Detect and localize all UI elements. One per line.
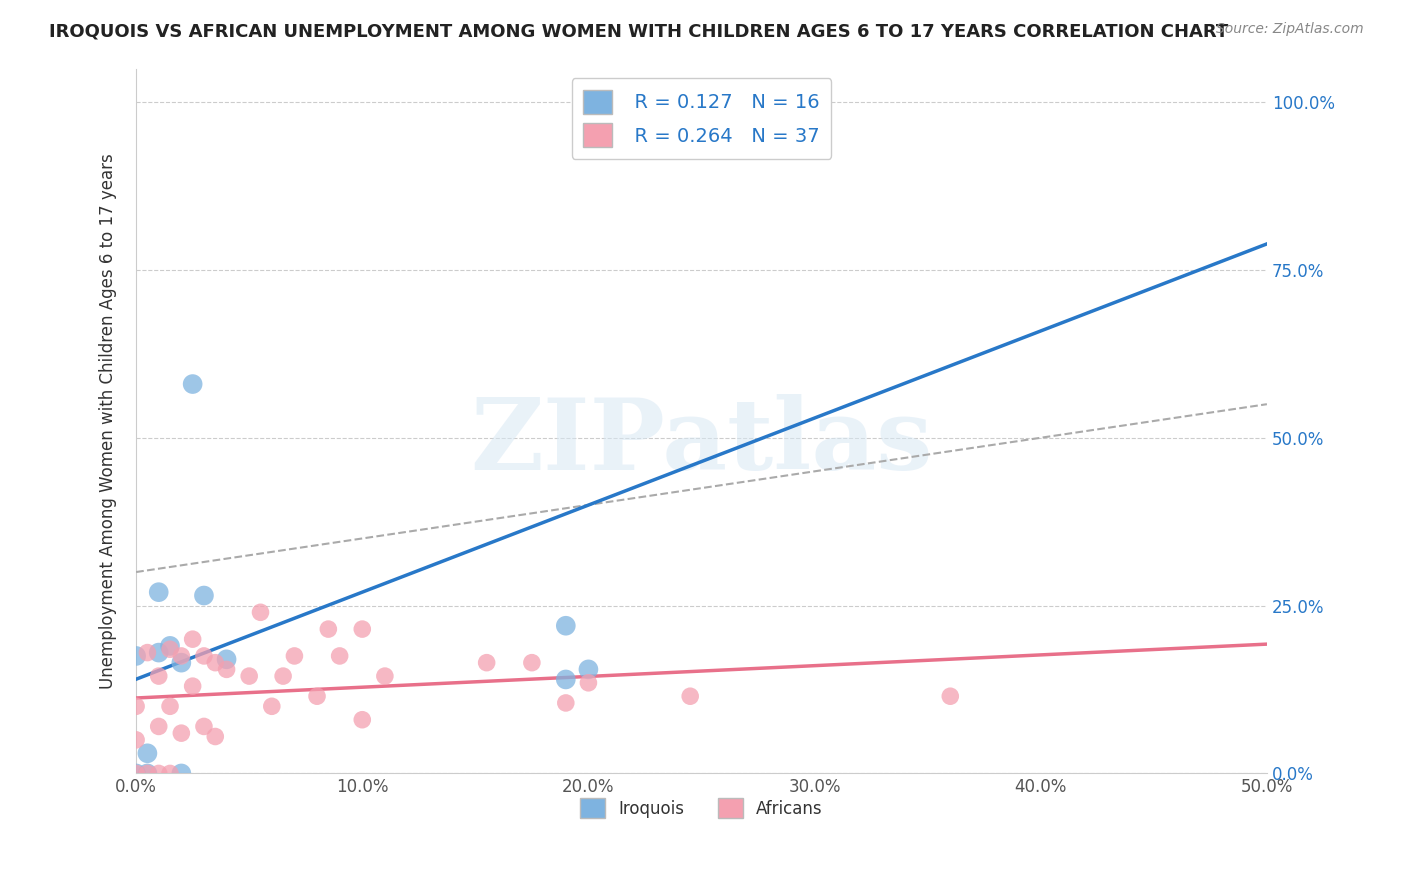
Point <box>374 669 396 683</box>
Point <box>204 730 226 744</box>
Point <box>329 648 352 663</box>
Point <box>520 656 543 670</box>
Point <box>283 648 305 663</box>
Point <box>125 766 148 780</box>
Point <box>125 732 148 747</box>
Point <box>578 675 600 690</box>
Point <box>159 766 181 780</box>
Point <box>193 719 215 733</box>
Text: ZIPatlas: ZIPatlas <box>470 393 932 491</box>
Point <box>170 648 193 663</box>
Point <box>554 696 576 710</box>
Point <box>352 622 374 636</box>
Point <box>352 713 374 727</box>
Legend: Iroquois, Africans: Iroquois, Africans <box>574 791 830 825</box>
Point <box>238 669 260 683</box>
Point <box>181 679 204 693</box>
Point <box>318 622 340 636</box>
Point <box>181 377 204 392</box>
Point <box>305 690 328 704</box>
Point <box>215 652 238 666</box>
Point <box>554 618 576 632</box>
Point <box>612 115 634 129</box>
Point <box>148 646 170 660</box>
Point <box>475 656 498 670</box>
Point <box>554 673 576 687</box>
Point <box>148 719 170 733</box>
Point <box>181 632 204 647</box>
Point <box>148 766 170 780</box>
Point <box>260 699 283 714</box>
Point <box>193 589 215 603</box>
Point <box>125 766 148 780</box>
Point <box>271 669 294 683</box>
Text: IROQUOIS VS AFRICAN UNEMPLOYMENT AMONG WOMEN WITH CHILDREN AGES 6 TO 17 YEARS CO: IROQUOIS VS AFRICAN UNEMPLOYMENT AMONG W… <box>49 22 1229 40</box>
Point <box>136 766 159 780</box>
Y-axis label: Unemployment Among Women with Children Ages 6 to 17 years: Unemployment Among Women with Children A… <box>100 153 117 689</box>
Point <box>148 669 170 683</box>
Point <box>215 662 238 676</box>
Point <box>148 585 170 599</box>
Point <box>125 699 148 714</box>
Point <box>159 642 181 657</box>
Point <box>578 662 600 676</box>
Point <box>136 766 159 780</box>
Text: Source: ZipAtlas.com: Source: ZipAtlas.com <box>1216 22 1364 37</box>
Point <box>679 690 702 704</box>
Point <box>939 690 962 704</box>
Point <box>170 656 193 670</box>
Point <box>125 648 148 663</box>
Point <box>193 648 215 663</box>
Point <box>159 699 181 714</box>
Point <box>249 605 271 619</box>
Point <box>170 726 193 740</box>
Point <box>204 656 226 670</box>
Point <box>136 646 159 660</box>
Point <box>136 746 159 760</box>
Point <box>159 639 181 653</box>
Point <box>170 766 193 780</box>
